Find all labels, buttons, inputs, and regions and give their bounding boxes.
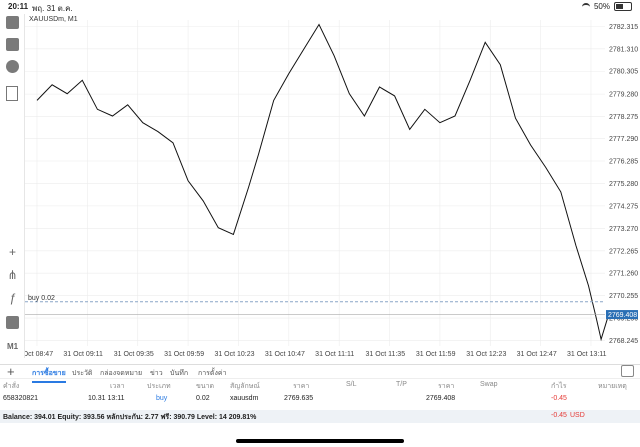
price-tick-label: 2776.285 [609, 159, 638, 166]
price-tick-label: 2780.305 [609, 69, 638, 76]
time-tick-label: 31 Oct 08:47 [25, 351, 53, 358]
order-time: 10.31 13:11 [88, 395, 125, 402]
price-tick-label: 2779.280 [609, 92, 638, 99]
price-axis: 2782.315 2781.310 2780.305 2779.280 2778.275… [609, 24, 638, 345]
col-price: ราคา [293, 383, 310, 390]
tab-journal[interactable]: บันทึก [170, 370, 189, 377]
price-tick-label: 2778.275 [609, 114, 638, 121]
price-tick-label: 2772.265 [609, 248, 638, 255]
status-bar: 20:11 พฤ. 31 ต.ค. 50% [0, 0, 640, 14]
price-tick-label: 2770.255 [609, 293, 638, 300]
balance-bar: Balance: 394.01 Equity: 393.56 หลักประกั… [0, 410, 640, 423]
timeframe-icon[interactable]: M1 [6, 342, 19, 351]
chart-symbol: XAUUSDm, M1 [29, 16, 78, 23]
chart-grid [25, 20, 605, 346]
time-tick-label: 31 Oct 12:47 [517, 351, 557, 358]
status-time: 20:11 [8, 2, 29, 11]
balance-line: Balance: 394.01 Equity: 393.56 หลักประกั… [3, 414, 257, 421]
col-symbol: สัญลักษณ์ [230, 383, 260, 390]
price-tick-label: 2782.315 [609, 24, 638, 31]
order-current-price: 2769.408 [426, 395, 456, 402]
col-note: หมายเหตุ [598, 383, 627, 390]
order-level-label: buy 0.02 [28, 295, 55, 302]
time-tick-label: 31 Oct 12:23 [466, 351, 506, 358]
price-tick-label: 2774.275 [609, 203, 638, 210]
status-right: 50% [581, 2, 632, 11]
battery-icon [614, 2, 632, 11]
time-tick-label: 31 Oct 09:11 [63, 351, 103, 358]
time-tick-label: 31 Oct 11:11 [315, 351, 354, 358]
col-price-current: ราคา [438, 383, 455, 390]
price-tick-label: 2768.245 [609, 338, 638, 345]
chat-icon[interactable] [6, 60, 19, 73]
tab-trade[interactable]: การซื้อขาย [32, 370, 66, 383]
total-profit: -0.45 [551, 412, 567, 419]
battery-percent: 50% [593, 2, 610, 11]
indicators-icon[interactable]: ⋔ [7, 268, 18, 282]
terminal-tabs: + การซื้อขาย ประวัติ กล่องจดหมาย ข่าว บั… [0, 364, 640, 383]
col-type: ประเภท [147, 383, 171, 390]
col-sl: S/L [346, 381, 357, 388]
order-symbol: xauusdm [230, 395, 259, 402]
time-tick-label: 31 Oct 11:59 [416, 351, 456, 358]
price-tick-label: 2773.270 [609, 226, 638, 233]
price-tick-label: 2777.290 [609, 136, 638, 143]
document-icon[interactable] [6, 86, 18, 101]
table-header: คำสั่ง เวลา ประเภท ขนาด สัญลักษณ์ ราคา S… [0, 378, 640, 391]
current-price-label: 2769.408 [608, 312, 637, 319]
order-profit: -0.45 [551, 395, 567, 402]
time-axis: 31 Oct 08:47 31 Oct 09:11 31 Oct 09:35 31 O… [25, 351, 607, 358]
tab-settings[interactable]: การตั้งค่า [198, 370, 227, 377]
chart-toolbar: + ⋔ ƒ M1 [0, 14, 25, 358]
order-open-price: 2769.635 [284, 395, 314, 402]
col-size: ขนาด [196, 383, 215, 390]
time-tick-label: 31 Oct 11:35 [366, 351, 406, 358]
account-icon[interactable] [6, 16, 19, 29]
table-row[interactable]: 658320821 10.31 13:11 buy 0.02 xauusdm 2… [0, 393, 640, 407]
time-tick-label: 31 Oct 09:59 [164, 351, 204, 358]
price-tick-label: 2769.250 [609, 316, 638, 323]
order-id: 658320821 [3, 395, 39, 402]
price-tick-label: 2775.280 [609, 181, 638, 188]
current-price-box [606, 310, 638, 320]
col-profit: กำไร [551, 383, 567, 390]
trade-icon[interactable] [6, 38, 19, 51]
tab-news[interactable]: ข่าว [150, 370, 163, 377]
col-order: คำสั่ง [3, 383, 20, 390]
col-tp: T/P [396, 381, 407, 388]
col-time: เวลา [110, 383, 125, 390]
status-date: พฤ. 31 ต.ค. [32, 4, 73, 13]
price-chart[interactable]: 2782.315 2781.310 2780.305 2779.280 2778.275… [25, 14, 640, 364]
tab-history[interactable]: ประวัติ [72, 370, 93, 377]
time-tick-label: 31 Oct 10:23 [214, 351, 254, 358]
tab-mailbox[interactable]: กล่องจดหมาย [100, 370, 143, 377]
time-tick-label: 31 Oct 10:47 [265, 351, 305, 358]
crosshair-icon[interactable]: + [8, 245, 16, 259]
order-type: buy [156, 395, 168, 402]
exit-icon[interactable] [621, 365, 634, 377]
price-tick-label: 2781.310 [609, 46, 638, 53]
wifi-icon [581, 2, 590, 11]
price-line [36, 23, 610, 342]
time-tick-label: 31 Oct 09:35 [114, 351, 154, 358]
home-indicator [236, 439, 404, 443]
time-tick-label: 31 Oct 13:11 [567, 351, 607, 358]
objects-icon[interactable] [6, 316, 19, 329]
order-size: 0.02 [196, 395, 210, 402]
function-icon[interactable]: ƒ [9, 291, 16, 305]
currency-label: USD [570, 412, 585, 419]
price-tick-label: 2771.260 [609, 271, 638, 278]
col-swap: Swap [480, 381, 498, 388]
add-icon[interactable]: + [7, 364, 15, 379]
